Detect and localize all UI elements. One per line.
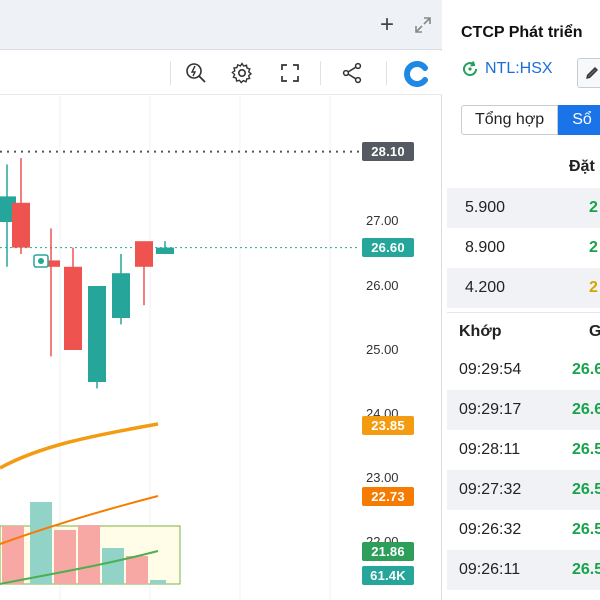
trade-price: 26.5 (572, 521, 600, 538)
expand-icon[interactable] (410, 12, 436, 38)
matched-trade-row: 09:27:32 26.5 (447, 470, 600, 510)
panel-tabs: Tổng hợp Sổ (461, 105, 600, 135)
matched-trades-header: Khớp G (447, 312, 600, 350)
order-price: 2 (589, 279, 598, 296)
order-price: 2 (589, 239, 598, 256)
trade-price: 26.5 (572, 441, 600, 458)
chart-toolbar (0, 51, 442, 95)
plus-icon[interactable]: + (379, 11, 394, 38)
candle-body (112, 273, 130, 318)
event-marker-dot (38, 258, 44, 264)
company-name: CTCP Phát triển (461, 24, 583, 41)
edit-pencil-icon[interactable] (577, 58, 600, 88)
trade-time: 09:27:32 (459, 481, 522, 498)
volume-bar (150, 580, 166, 584)
trade-time: 09:29:17 (459, 401, 522, 418)
order-price: 2 (589, 199, 598, 216)
order-book-row: 5.900 2 (447, 188, 600, 228)
order-volume: 5.900 (465, 199, 506, 216)
volume-bar (8, 533, 24, 584)
volume-bar (30, 502, 52, 584)
chart-panel-header: + (0, 0, 442, 50)
lightning-search-icon[interactable] (182, 59, 210, 87)
toolbar-divider (170, 61, 171, 85)
ma-slow-tag: 22.73 (362, 487, 414, 506)
toolbar-divider (386, 61, 387, 85)
candle-body (135, 241, 153, 267)
axis-tick-label: 23.00 (366, 470, 399, 485)
order-volume: 4.200 (465, 279, 506, 296)
ticker-row[interactable]: NTL:HSX (461, 60, 553, 78)
candlestick-chart[interactable]: 28.10 27.00 26.60 26.00 25.00 24.00 23.8… (0, 96, 442, 600)
trade-time: 09:28:11 (459, 441, 521, 458)
volume-bar (102, 548, 124, 584)
volume-tag: 61.4K (362, 566, 414, 585)
ma-volume-tag: 21.86 (362, 542, 414, 561)
order-book-row: 8.900 2 (447, 228, 600, 268)
order-volume: 8.900 (465, 239, 506, 256)
candle-body (156, 247, 174, 254)
share-icon[interactable] (338, 59, 366, 87)
ma-volume-line (0, 550, 159, 585)
axis-tick-label: 26.00 (366, 278, 399, 293)
chart-canvas (0, 96, 360, 600)
axis-tick-label: 27.00 (366, 213, 399, 228)
trade-price: 26.5 (572, 561, 600, 578)
refresh-icon[interactable] (461, 60, 479, 78)
trade-price: 26.6 (572, 361, 600, 378)
order-book-header-label: Đặt (569, 158, 595, 175)
ticker-symbol: NTL:HSX (485, 60, 553, 77)
high-price-tag: 28.10 (362, 142, 414, 161)
ma-fast-tag: 23.85 (362, 416, 414, 435)
order-book-row: 4.200 2 (447, 268, 600, 308)
brand-logo-icon[interactable] (402, 59, 432, 89)
ma-fast-line (0, 422, 159, 470)
tab-order-book[interactable]: Sổ (558, 105, 600, 135)
volume-bar (54, 530, 76, 584)
current-price-tag: 26.60 (362, 238, 414, 257)
candle-body (64, 266, 82, 350)
candle-body (12, 202, 30, 248)
toolbar-divider (320, 61, 321, 85)
axis-tick-label: 25.00 (366, 342, 399, 357)
gear-icon[interactable] (228, 59, 256, 87)
stock-info-panel: CTCP Phát triển NTL:HSX Tổng hợp Sổ Đặt … (447, 0, 600, 600)
trade-price: 26.5 (572, 481, 600, 498)
matched-trades-label: Khớp (459, 323, 502, 340)
ma-slow-line (0, 495, 159, 545)
matched-trade-row: 09:29:17 26.6 (447, 390, 600, 430)
trade-time: 09:26:32 (459, 521, 522, 538)
candle-body (42, 260, 60, 267)
volume-bar (126, 556, 148, 584)
chart-panel: + 28.10 27.00 26.60 26.00 25.00 24.00 23… (0, 0, 442, 600)
trade-time: 09:29:54 (459, 361, 522, 378)
order-book-header: Đặt (447, 150, 600, 186)
matched-trade-row: 09:29:54 26.6 (447, 350, 600, 390)
matched-trade-row: 09:26:32 26.5 (447, 510, 600, 550)
trade-price: 26.6 (572, 401, 600, 418)
candle-body (88, 286, 106, 382)
matched-trade-row: 09:28:11 26.5 (447, 430, 600, 470)
trade-time: 09:26:11 (459, 561, 521, 578)
matched-trades-price-column: G (589, 323, 600, 340)
matched-trade-row: 09:26:11 26.5 (447, 550, 600, 590)
fullscreen-icon[interactable] (276, 59, 304, 87)
volume-bar (78, 525, 100, 584)
tab-summary[interactable]: Tổng hợp (461, 105, 559, 135)
